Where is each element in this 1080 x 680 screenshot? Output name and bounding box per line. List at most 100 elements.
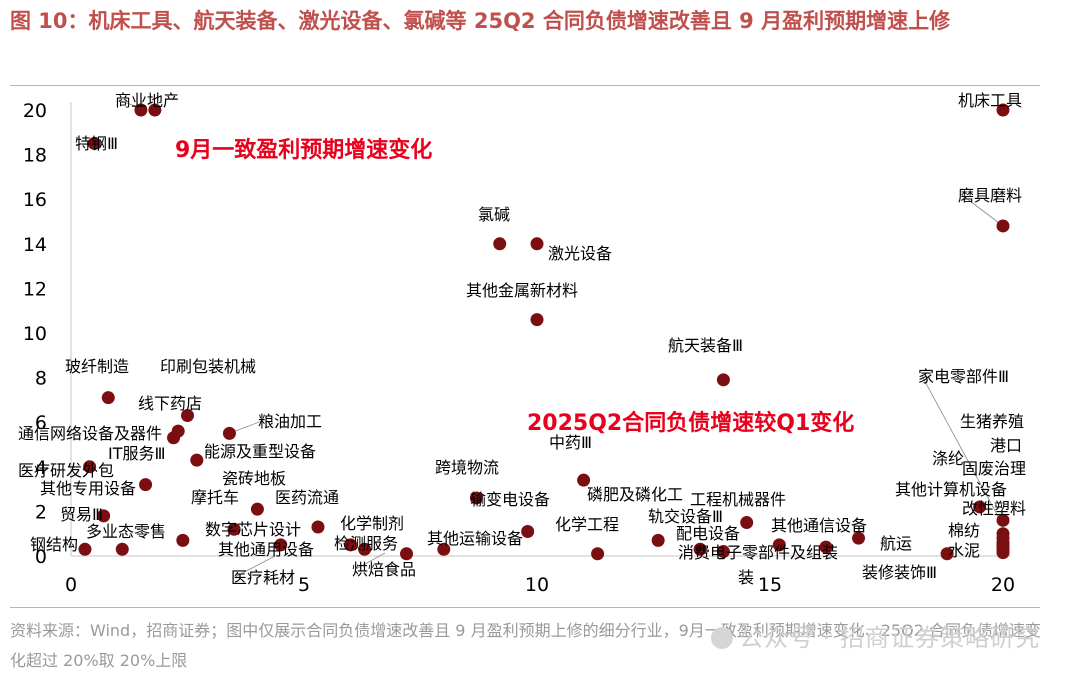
point-label: 激光设备 — [548, 244, 612, 263]
data-point: 输变电设备 — [521, 524, 535, 538]
data-point: 瓷砖地板 — [250, 502, 264, 516]
y-tick-label: 4 — [35, 457, 47, 479]
point-label: 轨交设备Ⅲ — [648, 507, 723, 526]
x-tick-label: 0 — [65, 574, 77, 596]
point-label: 跨境物流 — [435, 458, 499, 477]
point-label: 固废治理 — [962, 459, 1026, 478]
title-divider — [10, 85, 1040, 86]
point-label: 涤纶 — [932, 449, 964, 468]
point-label: 磨具磨料 — [958, 186, 1022, 205]
data-point: 磨具磨料 — [996, 219, 1010, 233]
point-label: 中药Ⅲ — [549, 433, 592, 452]
chart-title: 图 10：机床工具、航天装备、激光设备、氯碱等 25Q2 合同负债增速改善且 9… — [10, 9, 951, 33]
data-point: 多业态零售 — [115, 542, 129, 556]
point-label: 其他运输设备 — [427, 529, 523, 548]
point-label: 检测服务 — [334, 534, 398, 553]
leader-line — [961, 194, 1004, 227]
data-point: 通信网络设备及器件 — [167, 431, 181, 445]
data-point: 玻纤制造 — [101, 391, 115, 405]
point-label: 机床工具 — [958, 91, 1022, 110]
point-label: 化学制剂 — [340, 514, 404, 533]
x-tick-label: 10 — [525, 574, 549, 596]
data-point: 轨交设备Ⅲ — [651, 533, 665, 547]
data-point: 激光设备 — [530, 237, 544, 251]
point-label: 医疗研发外包 — [18, 461, 114, 480]
data-point: 机床工具 — [996, 103, 1010, 117]
data-point: 改性塑料 — [996, 527, 1010, 541]
data-point: 其他运输设备 — [437, 542, 451, 556]
point-label: 配电设备 — [676, 524, 740, 543]
point-label: 生猪养殖 — [960, 412, 1024, 431]
source-note: 资料来源：Wind，招商证券；图中仅展示合同负债增速改善且 9 月盈利预期上修的… — [10, 621, 1041, 670]
point-label: 磷肥及磷化工 — [587, 485, 683, 504]
y-tick-label: 8 — [35, 368, 47, 390]
data-point: 水泥 — [996, 540, 1010, 554]
point-label: 通信网络设备及器件 — [18, 424, 162, 443]
data-point: 跨境物流 — [469, 491, 483, 505]
data-point: 摩托车 — [227, 522, 241, 536]
leader-line — [921, 375, 1001, 521]
point-label: 商业地产 — [115, 91, 179, 110]
data-point: 商业地产 — [148, 103, 162, 117]
point-label: 工程机械器件 — [690, 490, 786, 509]
point-label: 航运 — [880, 534, 912, 553]
data-point: 中药Ⅲ — [772, 538, 786, 552]
data-point: 化学制剂 — [344, 538, 358, 552]
data-point: 配电设备 — [693, 542, 707, 556]
y-tick-label: 20 — [23, 100, 47, 122]
y-axis-label: 9月一致盈利预期增速变化 — [175, 137, 432, 163]
point-label: 化学工程 — [555, 515, 619, 534]
point-label: 数字芯片设计 — [205, 520, 301, 539]
data-point: 粮油加工 — [222, 426, 236, 440]
data-point: 烘焙食品 — [400, 547, 414, 561]
data-point: IT服务Ⅲ — [139, 478, 153, 492]
point-label: 家电零部件Ⅲ — [918, 367, 1009, 386]
point-label: 其他通信设备 — [771, 516, 867, 535]
y-tick-label: 2 — [35, 501, 47, 523]
point-label: 消费电子零部件及组装 — [678, 543, 838, 562]
data-point: 印刷包装机械 — [181, 409, 194, 423]
leader-line — [355, 552, 386, 570]
data-point: 其他通信设备 — [852, 531, 866, 545]
point-label: 航天装备Ⅲ — [668, 336, 743, 355]
data-point: 航运 — [819, 540, 833, 554]
data-point: 医疗研发外包 — [83, 460, 97, 474]
point-label: 能源及重型设备 — [204, 442, 316, 461]
data-point: 磷肥及磷化工 — [577, 473, 591, 487]
point-label: 装 — [738, 568, 754, 587]
point-label: 港口 — [990, 436, 1022, 455]
point-label: 棉纺 — [948, 521, 980, 540]
point-label: 摩托车 — [191, 488, 239, 507]
data-point: 其他计算机设备 — [973, 500, 987, 514]
y-tick-label: 18 — [23, 145, 47, 167]
y-tick-label: 6 — [35, 412, 47, 434]
data-point: 医药流通 — [311, 520, 325, 534]
watermark: 公众号 · 招商证券策略研究 — [711, 618, 1040, 653]
data-point: 家电零部件Ⅲ — [996, 513, 1010, 527]
data-point: 商业地产 — [134, 103, 148, 117]
watermark-text: 公众号 · 招商证券策略研究 — [739, 624, 1040, 652]
point-label: 医药流通 — [275, 488, 339, 507]
point-label: 水泥 — [948, 541, 980, 560]
data-point: 航天装备Ⅲ — [716, 373, 730, 387]
point-label: 其他通用设备 — [218, 540, 314, 559]
data-point: 特钢Ⅲ — [87, 136, 101, 150]
point-label: 其他计算机设备 — [895, 480, 1007, 499]
data-point: 检测服务 — [358, 542, 372, 556]
point-label: 贸易Ⅲ — [60, 505, 103, 524]
point-label: 氯碱 — [478, 205, 510, 224]
point-label: 其他金属新材料 — [466, 281, 578, 300]
data-point: 消费电子零部件及组装 — [716, 545, 730, 559]
point-label: 线下药店 — [138, 394, 202, 413]
axes — [70, 102, 1011, 557]
leader-line — [234, 555, 276, 578]
tick-labels: 0 5 10 15 20 0 2 4 6 8 10 12 14 16 18 20 — [23, 100, 1015, 596]
point-label: 烘焙食品 — [352, 560, 416, 579]
x-tick-label: 15 — [758, 574, 782, 596]
point-label: 瓷砖地板 — [222, 469, 286, 488]
point-label: 改性塑料 — [962, 499, 1026, 518]
y-tick-label: 14 — [23, 234, 47, 256]
y-tick-label: 16 — [23, 189, 47, 211]
